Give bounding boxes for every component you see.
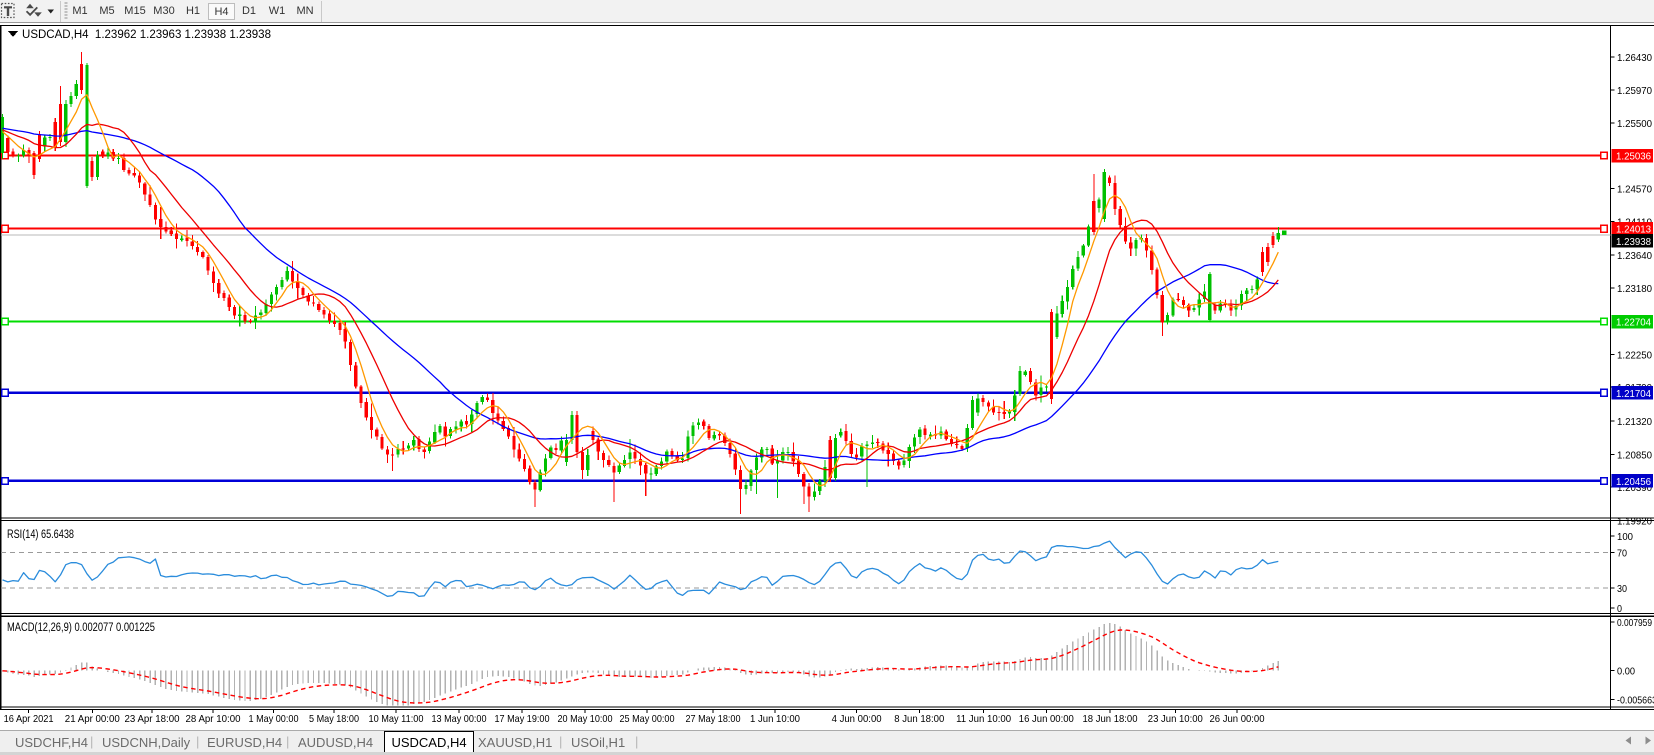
svg-text:1.23938: 1.23938 xyxy=(1616,237,1651,248)
svg-text:10 May 11:00: 10 May 11:00 xyxy=(369,713,424,725)
svg-text:-0.005663: -0.005663 xyxy=(1617,695,1654,707)
svg-text:1.25036: 1.25036 xyxy=(1616,152,1651,163)
svg-text:18 Jun 18:00: 18 Jun 18:00 xyxy=(1083,713,1138,725)
svg-text:5 May 18:00: 5 May 18:00 xyxy=(309,713,359,725)
svg-text:23 Apr 18:00: 23 Apr 18:00 xyxy=(125,713,180,725)
svg-text:70: 70 xyxy=(1617,548,1627,560)
svg-text:1.21704: 1.21704 xyxy=(1616,389,1651,400)
svg-text:13 May 00:00: 13 May 00:00 xyxy=(432,713,487,725)
svg-text:1.23180: 1.23180 xyxy=(1617,283,1652,295)
svg-text:25 May 00:00: 25 May 00:00 xyxy=(620,713,675,725)
svg-text:4 Jun 00:00: 4 Jun 00:00 xyxy=(832,713,882,725)
svg-text:28 Apr 10:00: 28 Apr 10:00 xyxy=(186,713,241,725)
svg-text:0: 0 xyxy=(1617,603,1622,615)
svg-text:RSI(14) 65.6438: RSI(14) 65.6438 xyxy=(7,529,74,541)
svg-text:21 Apr 00:00: 21 Apr 00:00 xyxy=(65,713,120,725)
svg-text:1.19920: 1.19920 xyxy=(1617,516,1652,528)
svg-text:1.25970: 1.25970 xyxy=(1617,85,1652,97)
svg-text:1.24013: 1.24013 xyxy=(1616,225,1651,236)
svg-text:1.21320: 1.21320 xyxy=(1617,416,1652,428)
svg-text:1.23640: 1.23640 xyxy=(1617,250,1652,262)
svg-text:1.20850: 1.20850 xyxy=(1617,449,1652,461)
svg-text:MACD(12,26,9) 0.002077 0.00122: MACD(12,26,9) 0.002077 0.001225 xyxy=(7,622,155,634)
svg-text:26 Jun 00:00: 26 Jun 00:00 xyxy=(1210,713,1265,725)
svg-text:23 Jun 10:00: 23 Jun 10:00 xyxy=(1148,713,1203,725)
svg-text:16 Jun 00:00: 16 Jun 00:00 xyxy=(1019,713,1074,725)
svg-text:30: 30 xyxy=(1617,583,1627,595)
svg-text:11 Jun 10:00: 11 Jun 10:00 xyxy=(956,713,1011,725)
svg-text:1.22250: 1.22250 xyxy=(1617,349,1652,361)
svg-text:1.24570: 1.24570 xyxy=(1617,184,1652,196)
svg-text:1.20456: 1.20456 xyxy=(1616,477,1651,488)
svg-text:1.26430: 1.26430 xyxy=(1617,52,1652,64)
svg-text:20 May 10:00: 20 May 10:00 xyxy=(558,713,613,725)
svg-text:1.25500: 1.25500 xyxy=(1617,118,1652,130)
svg-text:USDCAD,H4 1.23962 1.23963 1.2: USDCAD,H4 1.23962 1.23963 1.23938 1.2393… xyxy=(22,29,271,41)
svg-text:27 May 18:00: 27 May 18:00 xyxy=(686,713,741,725)
svg-text:1 May 00:00: 1 May 00:00 xyxy=(249,713,299,725)
svg-text:100: 100 xyxy=(1617,531,1633,543)
svg-text:0.00: 0.00 xyxy=(1617,665,1635,677)
svg-text:17 May 19:00: 17 May 19:00 xyxy=(495,713,550,725)
svg-text:8 Jun 18:00: 8 Jun 18:00 xyxy=(894,713,944,725)
svg-text:0.007959: 0.007959 xyxy=(1617,617,1652,629)
svg-text:1 Jun 10:00: 1 Jun 10:00 xyxy=(750,713,800,725)
svg-text:16 Apr 2021: 16 Apr 2021 xyxy=(4,713,54,725)
svg-text:1.22704: 1.22704 xyxy=(1616,318,1651,329)
